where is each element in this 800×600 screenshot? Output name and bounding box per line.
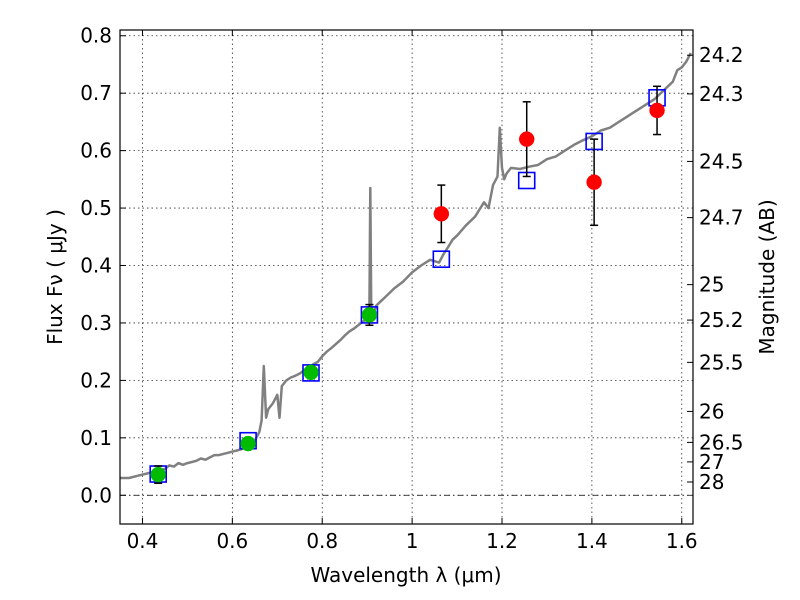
red-data-point: [518, 131, 535, 147]
green-data-point: [303, 364, 319, 381]
red-data-point: [586, 174, 602, 190]
plot-frame: [119, 29, 694, 525]
green-data-point: [240, 435, 256, 452]
right-tick-label: 25.5: [699, 350, 744, 374]
right-tick-label: 25.2: [699, 308, 744, 332]
x-tick-label: 1: [406, 529, 419, 553]
right-tick-label: 24.2: [699, 43, 744, 67]
spectrum-line: [120, 52, 692, 480]
y-tick-label: 0.5: [80, 196, 112, 220]
model-square-marker: [432, 250, 451, 268]
y-axis-label: Flux Fν ( μJy ): [43, 209, 67, 345]
y-tick-label: 0.0: [80, 483, 112, 507]
x-tick-label: 1.4: [576, 529, 608, 553]
marker-layer: [149, 85, 666, 484]
y-tick-label: 0.1: [80, 426, 112, 450]
right-tick-label: 27: [699, 450, 724, 474]
y-tick-label: 0.3: [80, 311, 112, 335]
right-tick-label: 24.7: [699, 206, 744, 230]
right-tick-label: 26: [699, 399, 724, 423]
x-tick-label: 0.8: [306, 529, 338, 553]
red-data-point: [433, 206, 450, 222]
green-data-point: [361, 307, 378, 323]
y-tick-label: 0.8: [80, 24, 112, 48]
y-tick-label: 0.4: [80, 254, 112, 278]
y-tick-label: 0.6: [80, 139, 112, 163]
x-tick-label: 1.6: [666, 529, 698, 553]
green-data-point: [150, 466, 166, 483]
right-tick-label: 28: [699, 470, 724, 494]
x-axis-label: Wavelength λ (μm): [310, 563, 501, 587]
right-tick-label: 25: [699, 273, 724, 297]
x-tick-label: 0.6: [216, 529, 248, 553]
red-data-point: [649, 102, 665, 119]
right-tick-label: 24.3: [699, 82, 744, 106]
y-axis-label-right: Magnitude (AB): [755, 199, 779, 354]
y-tick-label: 0.7: [80, 81, 112, 105]
x-tick-label: 0.4: [127, 529, 159, 553]
right-tick-label: 24.5: [699, 149, 744, 173]
x-tick-label: 1.2: [486, 529, 518, 553]
y-tick-label: 0.2: [80, 368, 112, 392]
grid-layer: [120, 30, 693, 524]
tick-layer: 0.4 0.6 0.8 1 1.2 1.4 1.6 0.0 0.1 0.2 0.3 0.4 0.5 0.6…: [80, 24, 743, 553]
spectrum-layer: [120, 52, 692, 480]
right-tick-label: 26.5: [699, 430, 744, 454]
